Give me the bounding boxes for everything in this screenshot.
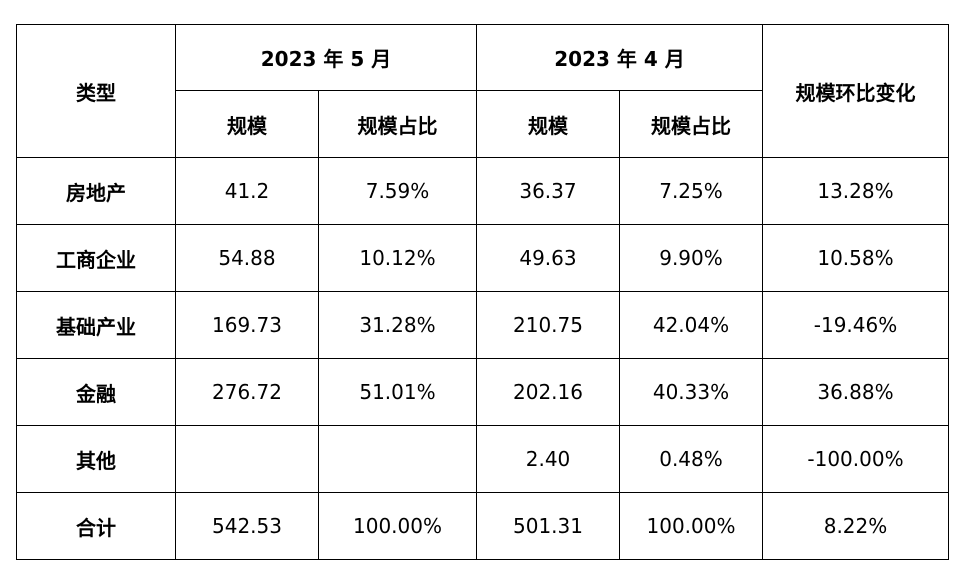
table-row: 其他 2.40 0.48% -100.00% [16, 425, 949, 493]
table-row: 基础产业 169.73 31.28% 210.75 42.04% -19.46% [16, 291, 949, 359]
may-scale-cell: 41.2 [175, 157, 319, 225]
may-share-cell: 31.28% [318, 291, 477, 359]
apr-scale-cell: 501.31 [476, 492, 620, 560]
apr-share-header: 规模占比 [619, 90, 763, 158]
may-scale-cell: 542.53 [175, 492, 319, 560]
may-share-cell: 51.01% [318, 358, 477, 426]
apr-scale-cell: 210.75 [476, 291, 620, 359]
change-cell: 8.22% [762, 492, 949, 560]
may-scale-cell [175, 425, 319, 493]
may-2023-header: 2023 年 5 月 [175, 24, 477, 91]
type-cell: 合计 [16, 492, 176, 560]
mom-change-header: 规模环比变化 [762, 24, 949, 158]
table-row: 房地产 41.2 7.59% 36.37 7.25% 13.28% [16, 157, 949, 225]
type-cell: 金融 [16, 358, 176, 426]
apr-2023-header: 2023 年 4 月 [476, 24, 763, 91]
change-cell: 13.28% [762, 157, 949, 225]
table-row: 金融 276.72 51.01% 202.16 40.33% 36.88% [16, 358, 949, 426]
trust-scale-table: 类型 2023 年 5 月 2023 年 4 月 规模环比变化 规模 规模占比 … [16, 24, 949, 560]
may-share-header: 规模占比 [318, 90, 477, 158]
apr-share-cell: 40.33% [619, 358, 763, 426]
change-cell: 10.58% [762, 224, 949, 292]
apr-share-cell: 100.00% [619, 492, 763, 560]
may-scale-cell: 169.73 [175, 291, 319, 359]
type-cell: 工商企业 [16, 224, 176, 292]
may-scale-header: 规模 [175, 90, 319, 158]
type-cell: 其他 [16, 425, 176, 493]
may-scale-cell: 54.88 [175, 224, 319, 292]
type-header: 类型 [16, 24, 176, 158]
change-cell: -19.46% [762, 291, 949, 359]
may-share-cell: 10.12% [318, 224, 477, 292]
may-scale-cell: 276.72 [175, 358, 319, 426]
apr-scale-cell: 49.63 [476, 224, 620, 292]
apr-share-cell: 7.25% [619, 157, 763, 225]
may-share-cell: 100.00% [318, 492, 477, 560]
change-cell: 36.88% [762, 358, 949, 426]
may-share-cell: 7.59% [318, 157, 477, 225]
apr-share-cell: 0.48% [619, 425, 763, 493]
table-row: 工商企业 54.88 10.12% 49.63 9.90% 10.58% [16, 224, 949, 292]
may-share-cell [318, 425, 477, 493]
change-cell: -100.00% [762, 425, 949, 493]
apr-share-cell: 42.04% [619, 291, 763, 359]
total-row: 合计 542.53 100.00% 501.31 100.00% 8.22% [16, 492, 949, 560]
apr-scale-cell: 36.37 [476, 157, 620, 225]
header-row-1: 类型 2023 年 5 月 2023 年 4 月 规模环比变化 [16, 24, 949, 158]
apr-share-cell: 9.90% [619, 224, 763, 292]
apr-scale-cell: 202.16 [476, 358, 620, 426]
apr-scale-cell: 2.40 [476, 425, 620, 493]
type-cell: 房地产 [16, 157, 176, 225]
apr-scale-header: 规模 [476, 90, 620, 158]
type-cell: 基础产业 [16, 291, 176, 359]
